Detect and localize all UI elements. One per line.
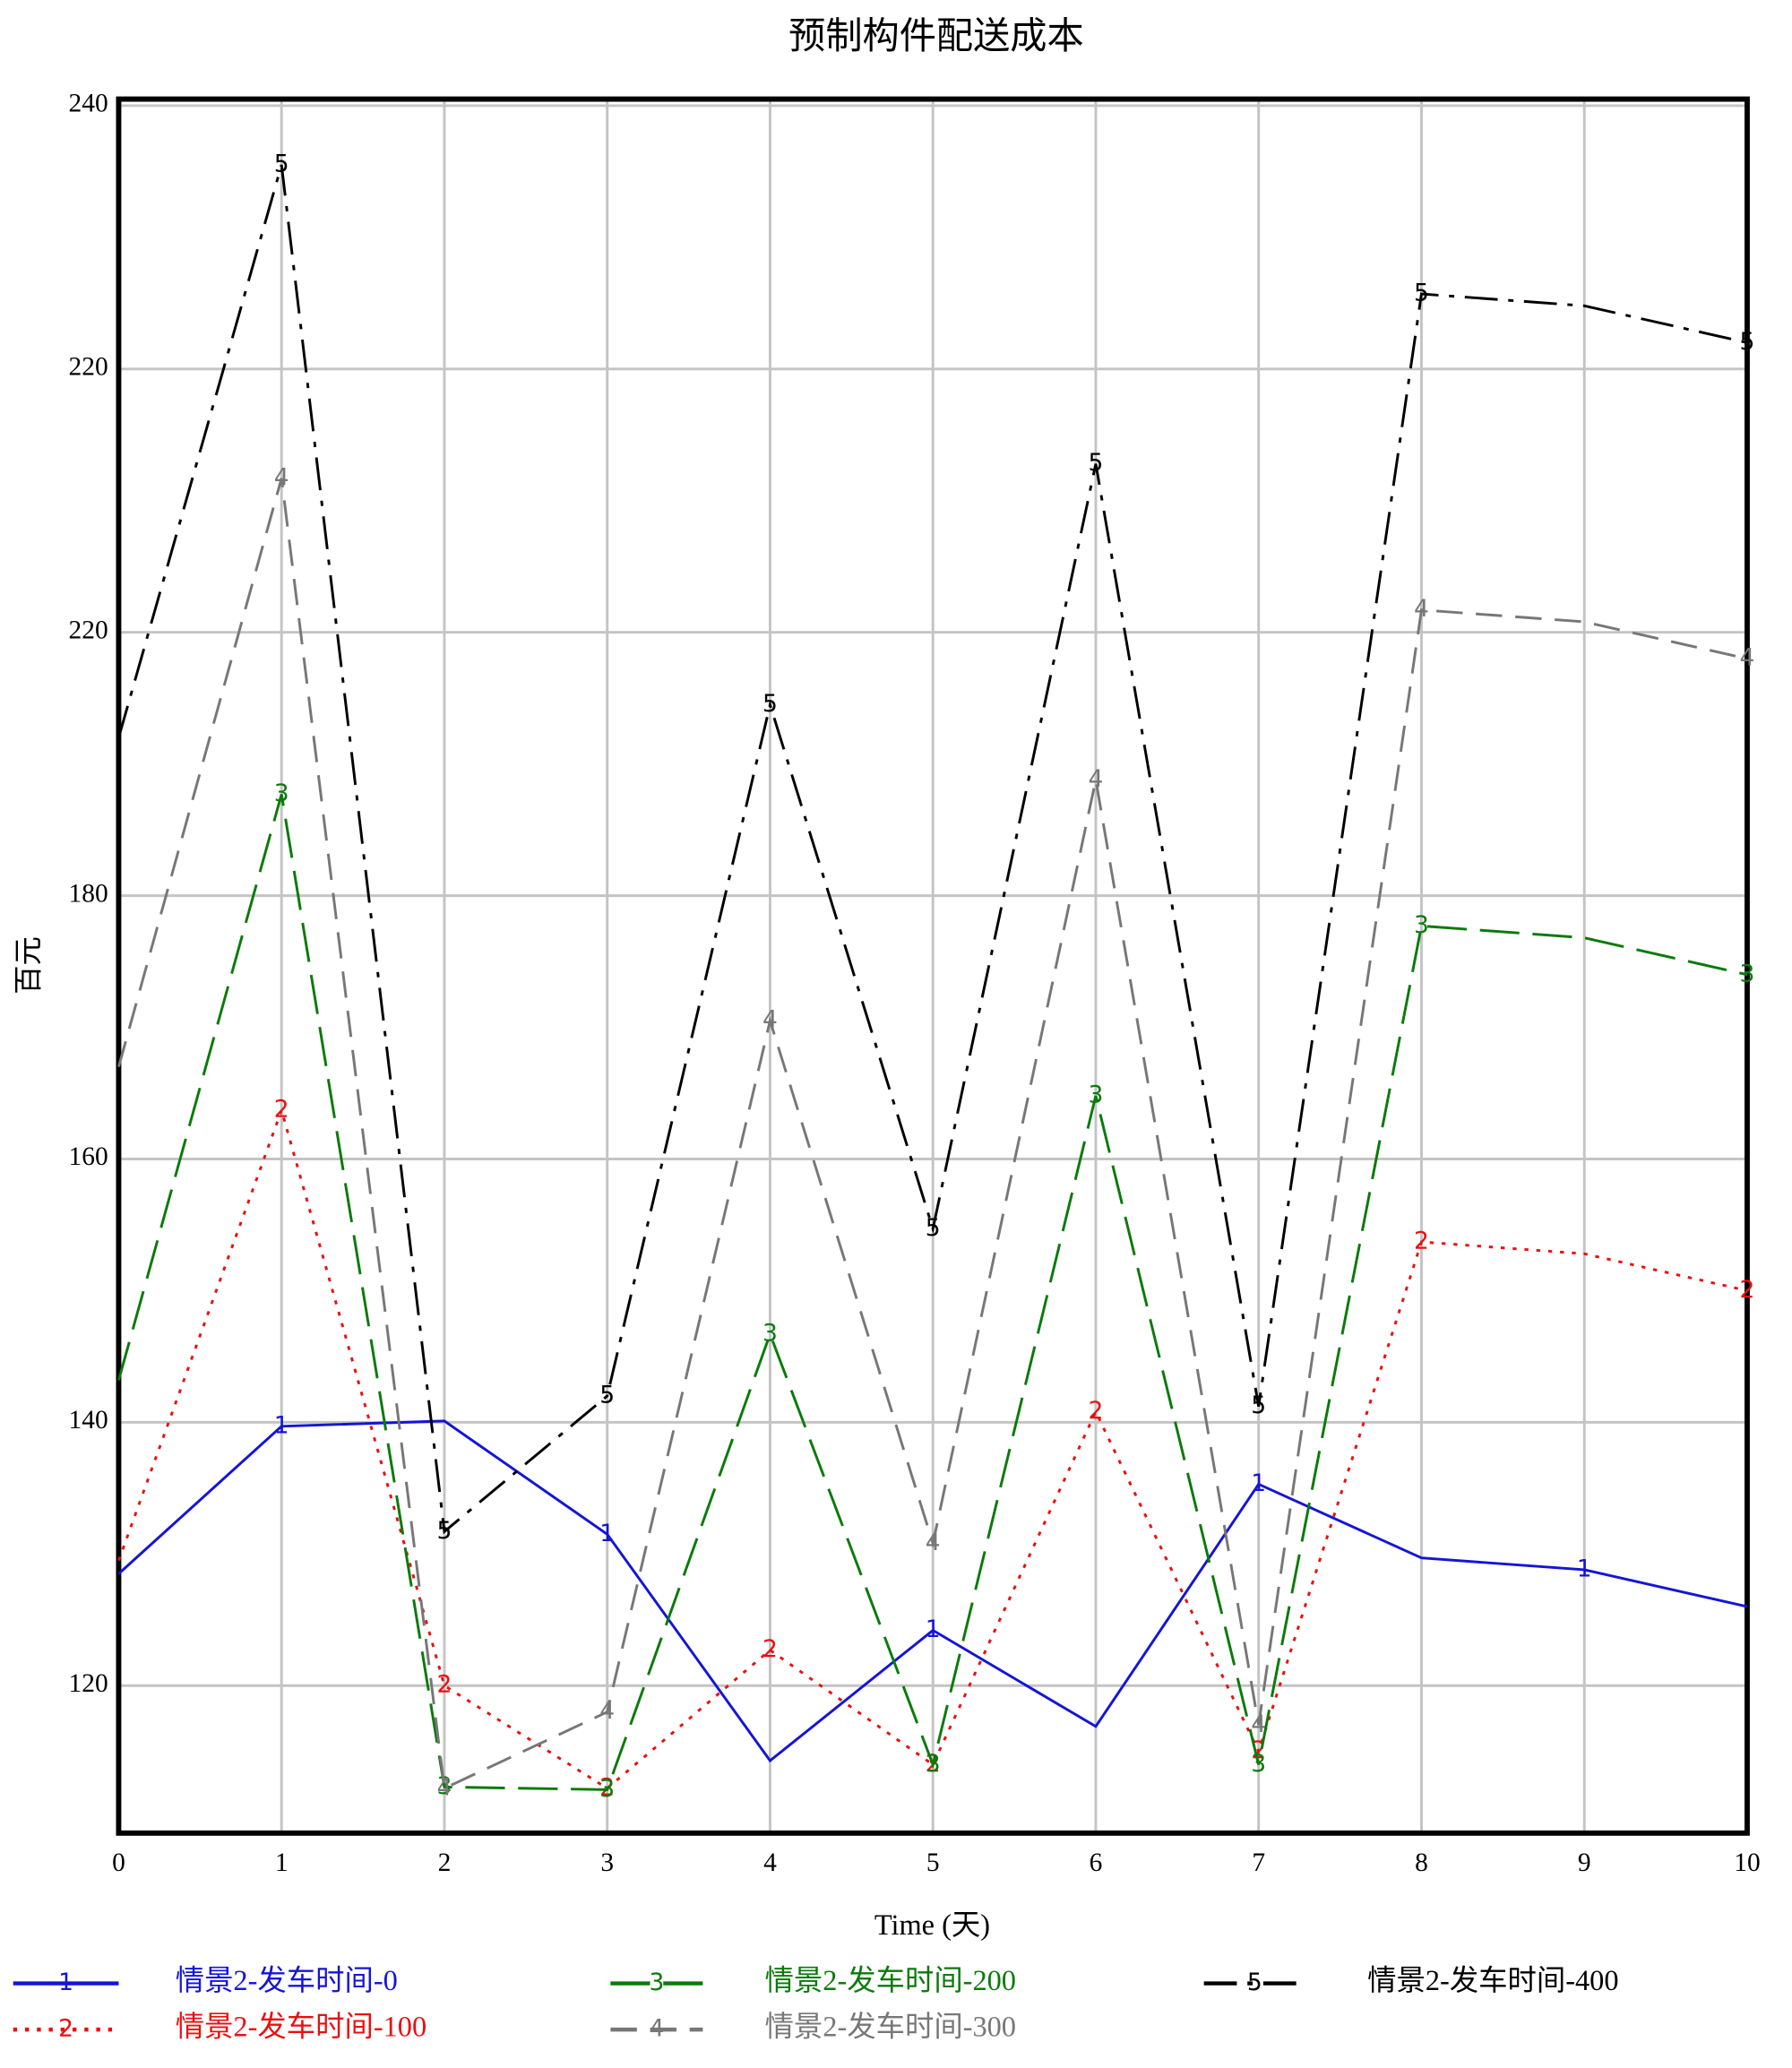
chart-title: 预制构件配送成本 bbox=[788, 15, 1084, 56]
legend-label: 情景2-发车时间-400 bbox=[1367, 1965, 1618, 1997]
legend-marker: 1 bbox=[58, 1969, 73, 1996]
line-marker-label: 2 bbox=[762, 1635, 778, 1663]
line-marker-label: 3 bbox=[1740, 960, 1755, 987]
line-marker-label: 3 bbox=[1414, 911, 1429, 939]
line-marker-label: 5 bbox=[1089, 449, 1104, 477]
series-line bbox=[117, 1419, 1748, 1763]
y-tick-label: 120 bbox=[69, 1669, 108, 1698]
line-marker-label: 1 bbox=[926, 1616, 941, 1643]
y-tick-label: 240 bbox=[69, 90, 108, 118]
line-marker-label: 2 bbox=[437, 1671, 452, 1699]
x-tick-label: 9 bbox=[1578, 1848, 1591, 1877]
line-marker-label: 1 bbox=[274, 1411, 289, 1439]
line-marker-label: 1 bbox=[599, 1520, 615, 1547]
x-tick-label: 6 bbox=[1090, 1848, 1103, 1877]
legend-marker: 3 bbox=[649, 1969, 664, 1996]
x-tick-label: 7 bbox=[1252, 1848, 1265, 1877]
y-axis-label: 百元 bbox=[13, 936, 46, 995]
line-marker-label: 4 bbox=[926, 1529, 941, 1556]
y-tick-label: 220 bbox=[69, 353, 108, 382]
x-tick-label: 8 bbox=[1415, 1848, 1428, 1877]
x-tick-label: 10 bbox=[1734, 1848, 1760, 1877]
line-marker-label: 5 bbox=[274, 151, 289, 178]
x-tick-label: 3 bbox=[600, 1848, 614, 1877]
y-tick-label: 180 bbox=[69, 879, 108, 908]
legend-label: 情景2-发车时间-200 bbox=[765, 1965, 1016, 1997]
line-marker-label: 5 bbox=[1251, 1392, 1266, 1419]
legend-label: 情景2-发车时间-100 bbox=[176, 2012, 426, 2044]
x-tick-label: 2 bbox=[438, 1848, 452, 1877]
line-marker-label: 4 bbox=[437, 1773, 452, 1801]
x-tick-label: 0 bbox=[112, 1848, 125, 1877]
line-marker-label: 4 bbox=[1414, 595, 1429, 623]
series-line bbox=[117, 794, 1748, 1791]
line-marker-label: 5 bbox=[437, 1517, 452, 1545]
x-axis-label: Time (天) bbox=[874, 1909, 990, 1942]
y-tick-label: 160 bbox=[69, 1142, 108, 1171]
line-marker-label: 1 bbox=[1577, 1555, 1592, 1582]
line-marker-label: 4 bbox=[762, 1006, 778, 1034]
y-tick-label: 220 bbox=[69, 616, 108, 644]
line-marker-label: 3 bbox=[1089, 1081, 1104, 1108]
legend-label: 情景2-发车时间-300 bbox=[765, 2012, 1016, 2044]
line-marker-label: 2 bbox=[274, 1096, 289, 1124]
line-marker-label: 3 bbox=[274, 780, 289, 807]
line-marker-label: 1 bbox=[1251, 1469, 1266, 1497]
x-tick-label: 4 bbox=[763, 1848, 777, 1877]
line-marker-label: 3 bbox=[437, 1772, 452, 1800]
line-marker-label: 3 bbox=[599, 1775, 615, 1803]
legend-marker: 5 bbox=[1247, 1969, 1262, 1996]
line-marker-label: 5 bbox=[926, 1214, 941, 1242]
line-marker-label: 4 bbox=[599, 1697, 615, 1725]
x-tick-label: 5 bbox=[926, 1848, 940, 1877]
line-marker-label: 5 bbox=[1740, 328, 1755, 356]
line-marker-label: 3 bbox=[1251, 1750, 1266, 1778]
line-marker-label: 5 bbox=[1414, 280, 1429, 307]
plot-frame bbox=[116, 96, 1750, 1836]
line-marker-label: 2 bbox=[1740, 1276, 1755, 1304]
series-line bbox=[117, 164, 1748, 1535]
line-marker-label: 5 bbox=[762, 690, 778, 718]
line-marker-label: 2 bbox=[1089, 1397, 1104, 1425]
y-tick-label: 140 bbox=[69, 1406, 108, 1435]
series-line bbox=[117, 478, 1748, 1791]
line-marker-label: 5 bbox=[599, 1381, 615, 1409]
line-marker-label: 2 bbox=[1414, 1228, 1429, 1255]
line-marker-label: 4 bbox=[1251, 1710, 1266, 1738]
legend-marker: 4 bbox=[649, 2015, 664, 2043]
line-marker-label: 4 bbox=[1740, 644, 1755, 672]
line-marker-label: 3 bbox=[762, 1319, 778, 1347]
x-tick-label: 1 bbox=[275, 1848, 289, 1877]
line-marker-label: 4 bbox=[1089, 765, 1104, 793]
line-marker-label: 4 bbox=[274, 463, 289, 491]
line-marker-label: 3 bbox=[926, 1750, 941, 1778]
legend-marker: 2 bbox=[58, 2015, 73, 2043]
legend-label: 情景2-发车时间-0 bbox=[176, 1965, 398, 1997]
